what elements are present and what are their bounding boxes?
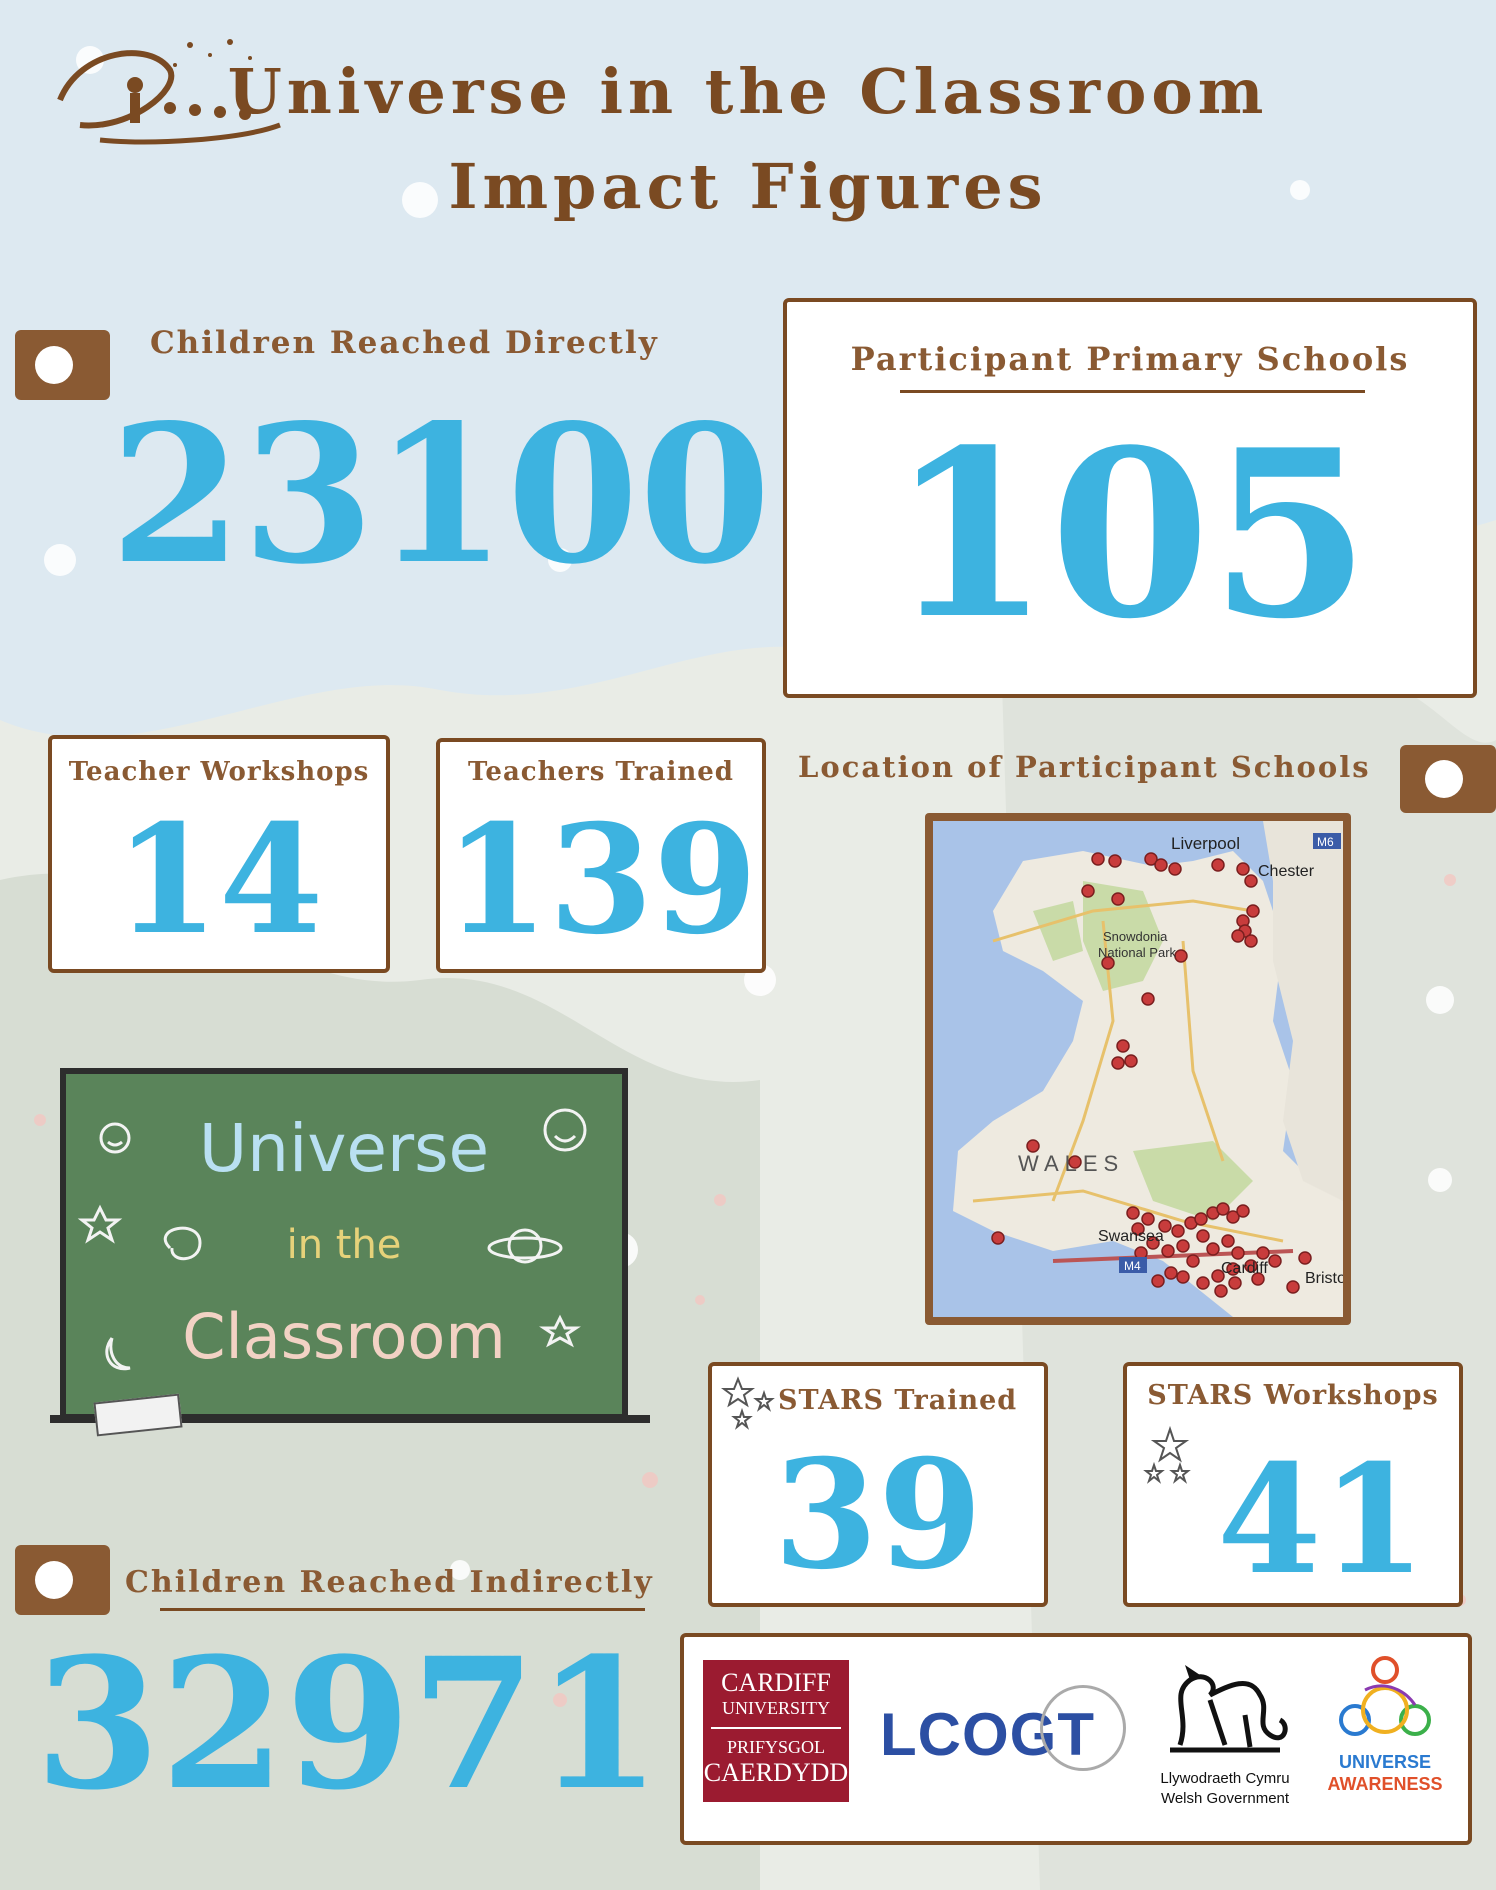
cardiff-logo-line-3: PRIFYSGOL — [726, 1737, 826, 1757]
map-label-cardiff: Cardiff — [1221, 1260, 1268, 1277]
map-label-m6: M6 — [1317, 835, 1334, 849]
map-label-swansea: Swansea — [1098, 1228, 1164, 1245]
teacher-workshops-value: 14 — [48, 795, 390, 965]
teacher-workshops-box — [48, 735, 390, 973]
primary-schools-value: 105 — [783, 400, 1477, 670]
primary-schools-label: Participant Primary Schools — [850, 340, 1410, 378]
welsh-gov-line-1: Llywodraeth Cymru — [1160, 1770, 1290, 1787]
planet-tab-icon — [1400, 745, 1496, 813]
planet-tab-icon — [15, 330, 110, 400]
children-indirect-value: 32971 — [35, 1619, 662, 1830]
primary-schools-box — [783, 298, 1477, 698]
stars-icon — [721, 1376, 775, 1430]
chalkboard-line-2: in the — [286, 1222, 402, 1268]
children-indirect-rule — [160, 1608, 645, 1611]
map-label-snowdonia: Snowdonia — [1103, 929, 1168, 944]
welsh-dragon-logo — [1170, 1665, 1288, 1753]
chalkboard-ledge — [50, 1415, 650, 1423]
chalkboard-line-3: Classroom — [182, 1300, 506, 1373]
planet-tab-icon — [15, 1545, 110, 1615]
universe-awareness-logo — [1339, 1656, 1431, 1736]
teachers-trained-box — [436, 738, 766, 973]
stars-workshops-value: 41 — [1180, 1435, 1463, 1605]
cardiff-university-logo: CARDIFF UNIVERSITY PRIFYSGOL CAERDYDD — [703, 1660, 849, 1802]
title-line-2: Impact Figures — [448, 150, 1048, 223]
stars-trained-label: STARS Trained — [778, 1385, 1018, 1416]
chalkboard — [60, 1068, 628, 1420]
map-label-liverpool: Liverpool — [1171, 834, 1240, 853]
teachers-trained-label: Teachers Trained — [468, 757, 734, 787]
welsh-gov-line-2: Welsh Government — [1160, 1790, 1290, 1807]
globe-icon — [1040, 1685, 1126, 1771]
stars-icon — [1143, 1425, 1191, 1484]
map-label-chester: Chester — [1258, 863, 1315, 880]
children-indirect-label: Children Reached Indirectly — [125, 1565, 654, 1600]
map-label-wales: WALES — [1018, 1151, 1124, 1176]
universe-awareness-line-2: AWARENESS — [1327, 1774, 1443, 1794]
stars-trained-value: 39 — [708, 1430, 1048, 1600]
children-direct-value: 23100 — [110, 383, 772, 606]
universe-in-the-classroom-logo — [57, 39, 281, 145]
children-direct-label: Children Reached Directly — [150, 325, 659, 361]
teachers-trained-value: 139 — [436, 795, 766, 965]
title-line-1: Universe in the Classroom — [227, 55, 1269, 128]
wales-map: Liverpool M6 Chester Snowdonia National … — [933, 821, 1343, 1317]
stars-workshops-box — [1123, 1362, 1463, 1607]
map-label-m4: M4 — [1124, 1259, 1141, 1273]
teacher-workshops-label: Teacher Workshops — [68, 757, 370, 787]
chalk-doodles — [77, 1108, 587, 1371]
chalkboard-line-1: Universe — [198, 1110, 490, 1187]
primary-schools-rule — [900, 390, 1365, 393]
universe-awareness-line-1: UNIVERSE — [1338, 1752, 1432, 1772]
stars-trained-box — [708, 1362, 1048, 1607]
cardiff-logo-line-2: UNIVERSITY — [722, 1698, 830, 1718]
cardiff-logo-line-4: CAERDYDD — [703, 1758, 849, 1787]
cardiff-logo-line-1: CARDIFF — [721, 1668, 831, 1697]
map-label-national-park: National Park — [1098, 945, 1177, 960]
map-title: Location of Participant Schools — [798, 750, 1371, 784]
map-label-bristol: Bristol — [1305, 1270, 1343, 1287]
stars-workshops-label: STARS Workshops — [1147, 1380, 1439, 1411]
